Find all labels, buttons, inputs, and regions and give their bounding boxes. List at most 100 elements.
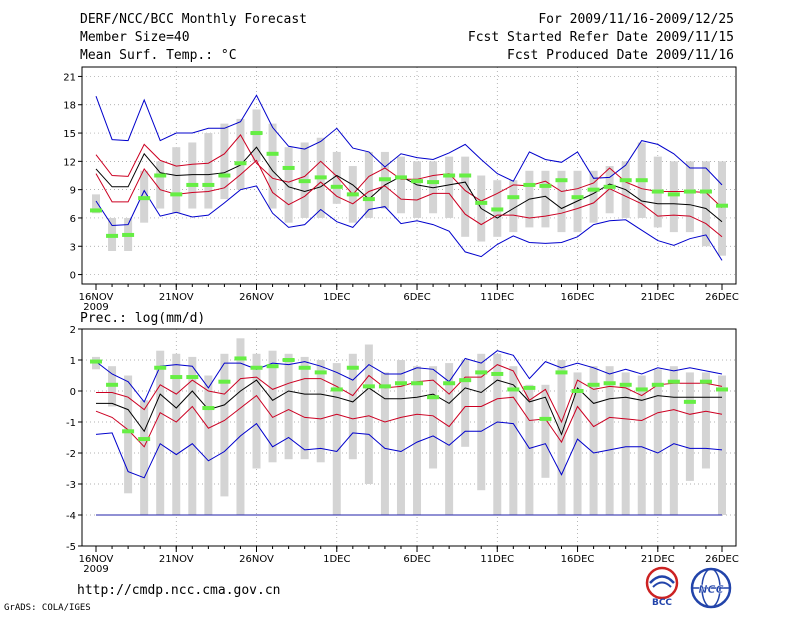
observed-marker xyxy=(635,178,648,183)
grads-credit: GrADS: COLA/IGES xyxy=(4,603,91,613)
y-tick-label: -4 xyxy=(66,511,76,522)
y-tick-label: 12 xyxy=(63,157,76,168)
observed-marker xyxy=(282,358,295,362)
series-line-max xyxy=(95,350,723,403)
member-range-bar xyxy=(124,375,133,494)
y-tick-label: 0 xyxy=(70,387,76,398)
member-range-bar xyxy=(413,161,422,218)
bcc-logo-text: BCC xyxy=(652,598,672,608)
observed-marker xyxy=(571,389,584,393)
observed-marker xyxy=(218,379,231,384)
observed-marker xyxy=(90,359,102,364)
observed-marker xyxy=(507,387,520,392)
observed-marker xyxy=(298,179,311,184)
member-range-bar xyxy=(396,360,405,515)
x-tick-label: 21DEC xyxy=(641,292,675,303)
series-line-upper xyxy=(96,364,723,424)
observed-marker xyxy=(427,395,440,400)
observed-marker xyxy=(234,356,247,361)
x-tick-year: 2009 xyxy=(83,564,108,575)
x-tick-label: 16DEC xyxy=(561,292,595,303)
x-tick-label: 26DEC xyxy=(705,292,739,303)
bcc-logo-icon: BCC xyxy=(645,566,679,608)
member-range-bar xyxy=(653,369,662,515)
member-range-bar xyxy=(364,151,373,218)
member-range-bar xyxy=(332,151,341,204)
y-tick-label: -3 xyxy=(66,480,76,491)
y-tick-label: 9 xyxy=(70,186,76,197)
y-tick-label: -2 xyxy=(66,449,76,460)
x-tick-label: 6DEC xyxy=(403,554,430,565)
x-tick-label: 26NOV xyxy=(239,554,274,565)
x-tick-label: 1DEC xyxy=(323,292,350,303)
observed-marker xyxy=(250,131,263,136)
x-tick-label: 11DEC xyxy=(480,292,514,303)
member-range-bar xyxy=(220,123,229,200)
member-range-bar xyxy=(718,161,726,256)
observed-marker xyxy=(298,365,311,370)
x-tick-year: 2009 xyxy=(83,302,108,313)
observed-marker xyxy=(411,381,424,386)
observed-marker xyxy=(443,381,456,386)
observed-marker xyxy=(314,175,327,180)
member-range-bar xyxy=(252,353,261,469)
observed-marker xyxy=(346,365,359,370)
observed-marker xyxy=(122,429,135,434)
member-range-bar xyxy=(156,161,165,209)
observed-marker xyxy=(330,184,343,189)
member-range-bar xyxy=(589,366,598,515)
observed-marker xyxy=(443,173,456,178)
member-range-bar xyxy=(541,170,550,228)
plot-frame xyxy=(81,328,737,547)
series-line-min xyxy=(95,185,723,261)
y-tick-label: 21 xyxy=(63,72,76,83)
observed-marker xyxy=(330,387,343,392)
observed-marker xyxy=(362,197,375,202)
observed-marker xyxy=(699,379,712,384)
observed-marker xyxy=(394,381,407,386)
observed-marker xyxy=(362,384,375,389)
x-tick-label: 21NOV xyxy=(159,554,194,565)
member-range-bar xyxy=(637,375,646,515)
x-tick-label: 16NOV xyxy=(79,554,114,565)
member-range-bar xyxy=(396,156,405,214)
observed-marker xyxy=(683,399,696,404)
x-tick-label: 21DEC xyxy=(641,554,675,565)
member-range-bar xyxy=(573,372,582,515)
series-line-upper xyxy=(95,134,723,208)
x-tick-label: 11DEC xyxy=(480,554,514,565)
observed-marker xyxy=(138,196,151,201)
member-range-bar xyxy=(204,375,213,515)
x-tick-label: 16NOV xyxy=(79,292,114,303)
observed-marker xyxy=(619,382,632,387)
member-range-bar xyxy=(509,180,518,233)
precipitation-title: Prec.: log(mm/d) xyxy=(80,311,205,326)
member-range-bar xyxy=(589,170,598,223)
member-range-bar xyxy=(204,133,213,209)
y-tick-label: 0 xyxy=(70,271,76,282)
forecast-started-date: Fcst Started Refer Date 2009/11/15 xyxy=(467,30,734,45)
observed-marker xyxy=(250,365,263,370)
observed-marker xyxy=(619,178,632,183)
member-range-bar xyxy=(685,161,694,233)
series-line-lower xyxy=(95,159,723,238)
series-line-mean xyxy=(95,146,723,223)
observed-marker xyxy=(459,378,472,383)
observed-marker xyxy=(427,180,440,185)
member-range-bar xyxy=(429,366,438,469)
member-range-bar xyxy=(461,156,470,237)
observed-marker xyxy=(523,182,536,187)
member-range-bar xyxy=(669,366,678,515)
observed-marker xyxy=(539,416,552,421)
plot-frame xyxy=(81,66,737,285)
observed-marker xyxy=(716,387,728,392)
observed-marker xyxy=(138,437,151,442)
y-tick-label: 18 xyxy=(63,101,76,112)
observed-marker xyxy=(202,182,215,187)
observed-marker xyxy=(459,173,472,178)
series-line-mean xyxy=(96,379,722,436)
observed-marker xyxy=(587,382,600,387)
ncc-logo-icon: NCC xyxy=(690,567,732,609)
member-range-bar xyxy=(477,353,486,491)
